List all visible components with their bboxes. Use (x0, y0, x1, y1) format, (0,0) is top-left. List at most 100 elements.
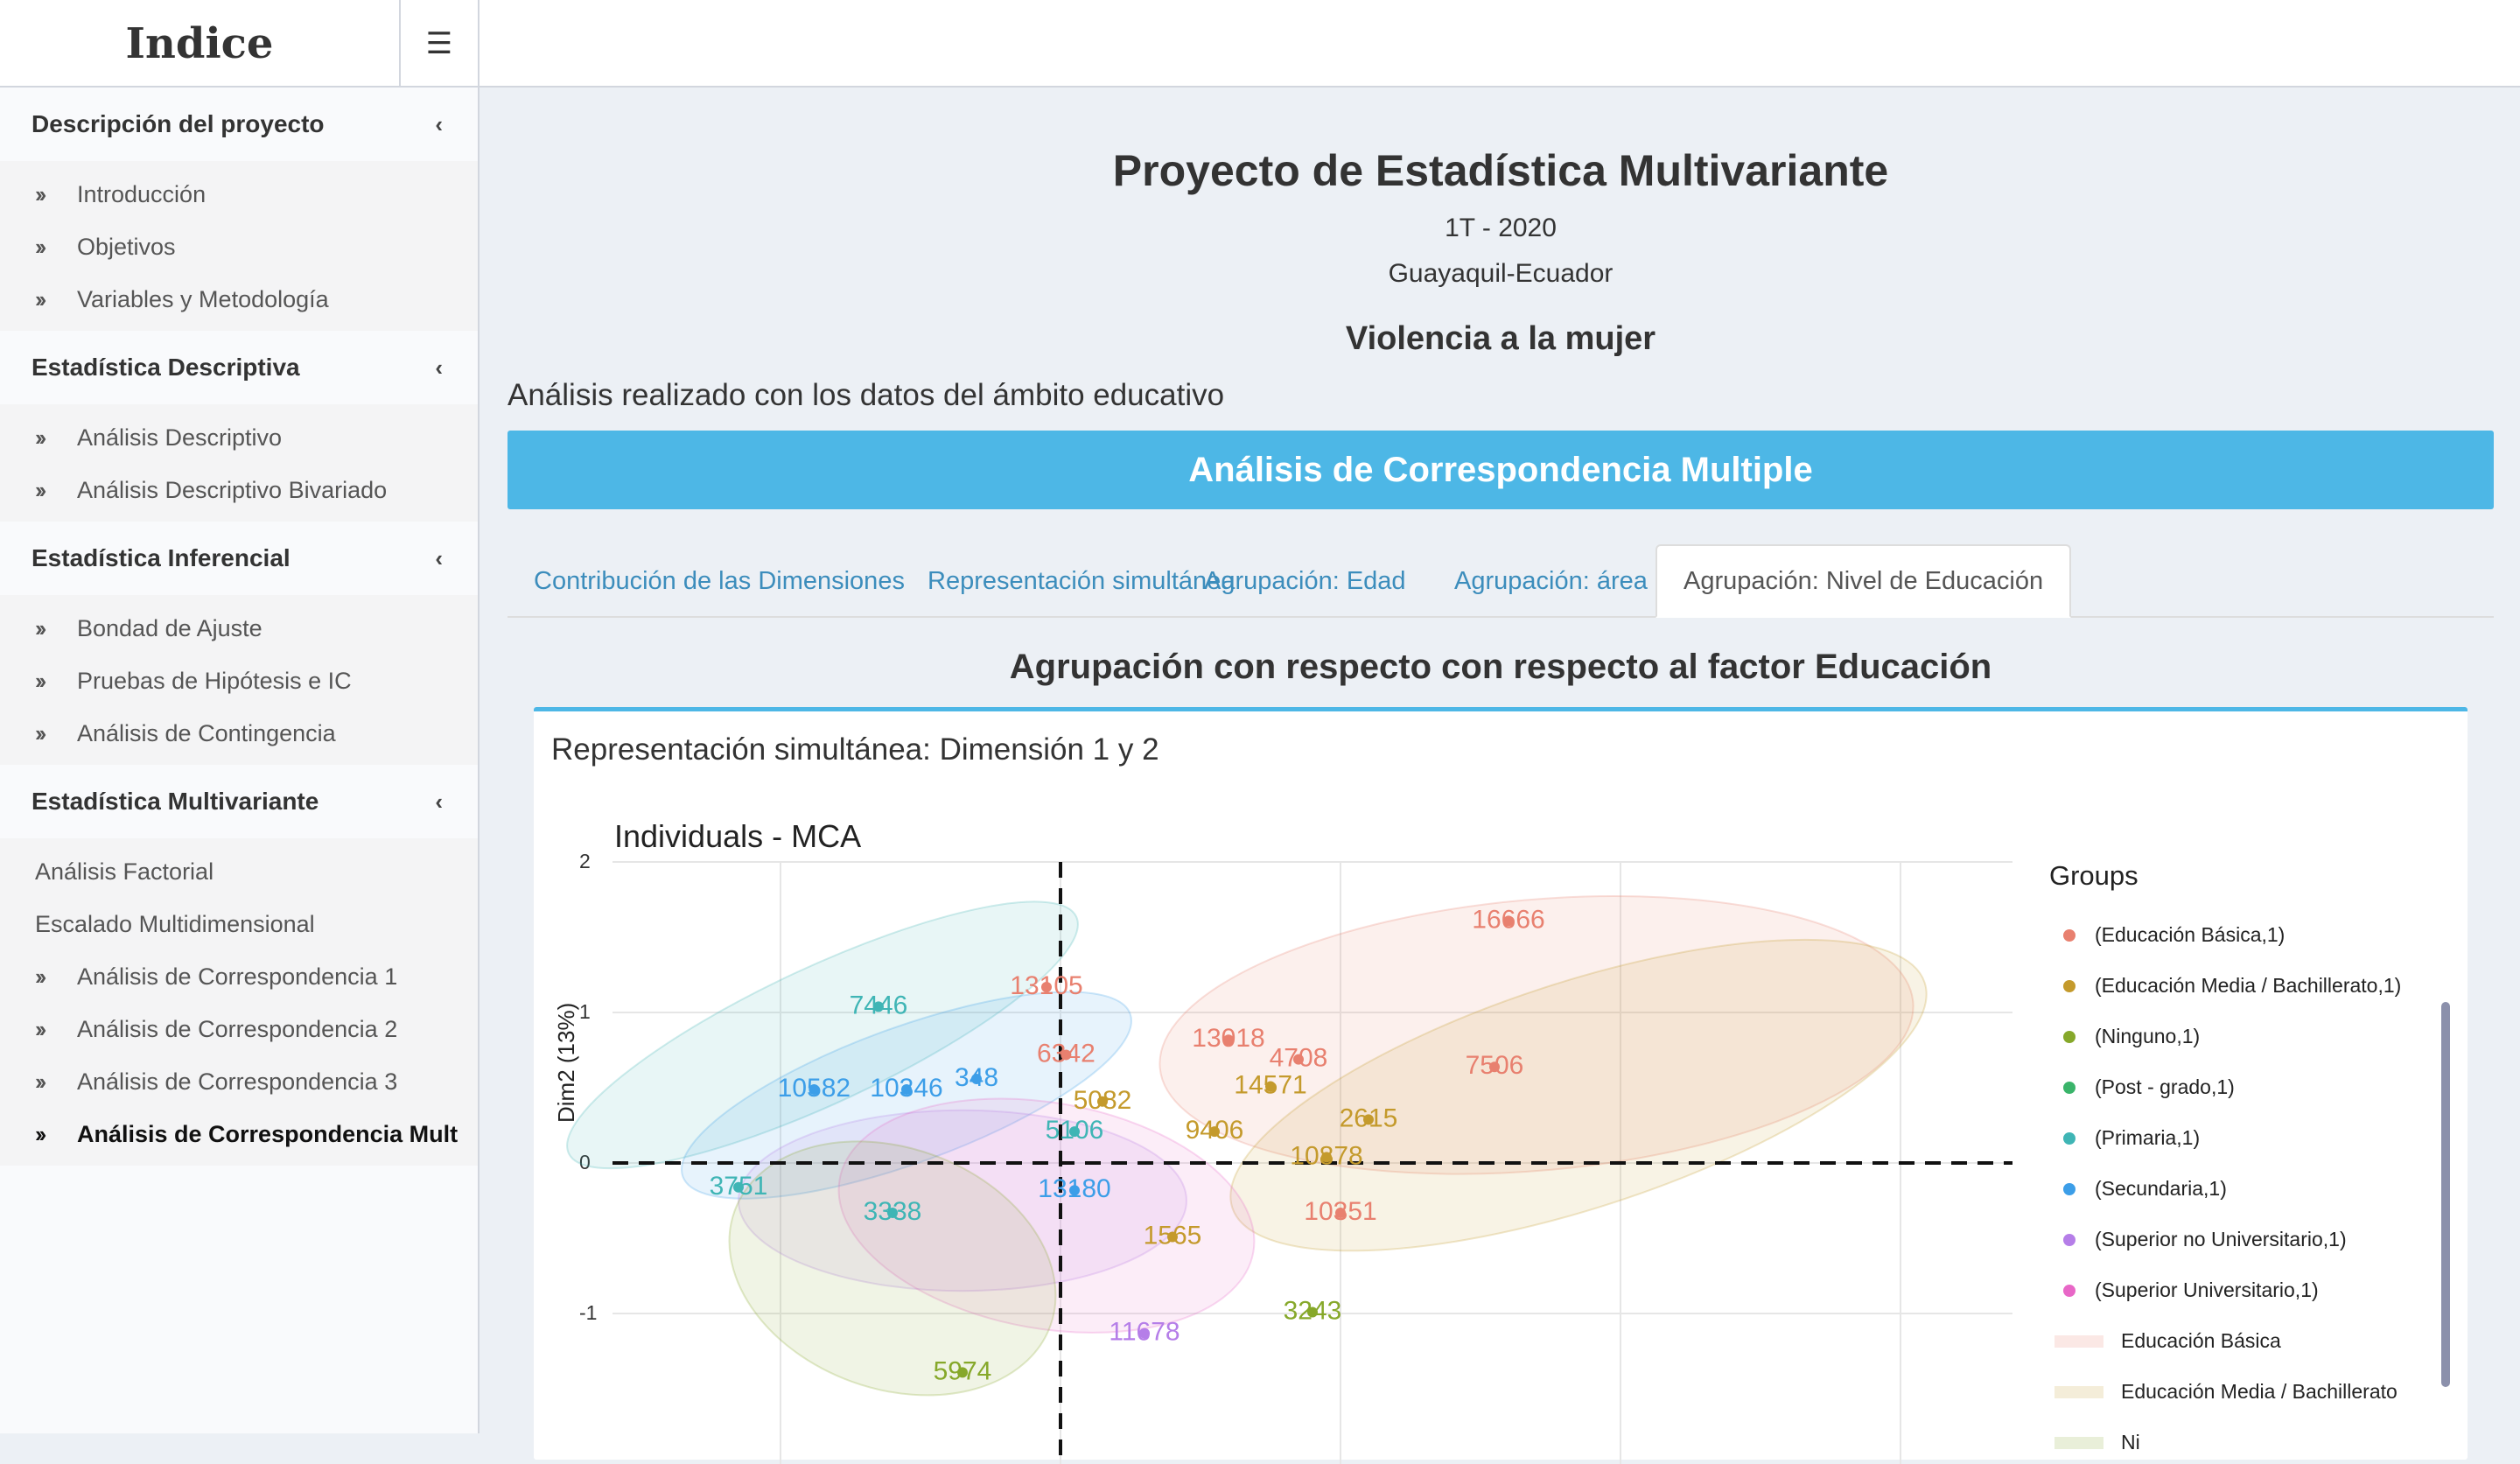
point-label: 16666 (1472, 905, 1544, 934)
sidebar-item-bivariado[interactable]: ›› Análisis Descriptivo Bivariado (0, 464, 478, 516)
box-title: Representación simultánea: Dimensión 1 y… (551, 732, 1159, 767)
sidebar-item-label: Análisis de Correspondencia 3 (77, 1068, 398, 1095)
legend-scrollbar[interactable] (2441, 1002, 2450, 1387)
chevron-left-icon: ‹ (435, 544, 443, 571)
sidebar-item-contingencia[interactable]: ›› Análisis de Contingencia (0, 707, 478, 760)
sidebar-item-introduccion[interactable]: ›› Introducción (0, 168, 478, 221)
sidebar-item-bondad[interactable]: ›› Bondad de Ajuste (0, 602, 478, 655)
legend-label: (Educación Media / Bachillerato,1) (2095, 974, 2402, 997)
confidence-ellipse (566, 900, 1079, 1170)
data-point (873, 1001, 884, 1012)
data-point (1223, 1034, 1234, 1046)
legend-band-icon (2054, 1334, 2104, 1348)
legend-label: (Superior Universitario,1) (2095, 1278, 2319, 1301)
sidebar-submenu: ›› Análisis Descriptivo ›› Análisis Descri… (0, 404, 478, 522)
sidebar-item-corr-mult[interactable]: ›› Análisis de Correspondencia Mult (0, 1108, 478, 1160)
legend-item[interactable]: Educación Media / Bachillerato (2054, 1380, 2398, 1404)
top-header: Indice ☰ (0, 0, 2520, 88)
data-point (1307, 1306, 1318, 1318)
sidebar-item-label: Análisis de Correspondencia 1 (77, 963, 398, 990)
sidebar-item-corr-1[interactable]: ›› Análisis de Correspondencia 1 (0, 950, 478, 1003)
point-label: 1565 (1144, 1222, 1202, 1250)
point-label: 13180 (1038, 1174, 1110, 1203)
point-label: 6342 (1037, 1039, 1096, 1068)
legend-band-icon (2054, 1436, 2104, 1449)
sidebar-item-corr-3[interactable]: ›› Análisis de Correspondencia 3 (0, 1055, 478, 1108)
sidebar-item-label: Análisis de Contingencia (77, 719, 336, 746)
legend-item[interactable]: Educación Básica (2054, 1329, 2281, 1353)
double-chevron-right-icon: ›› (35, 1068, 46, 1095)
point-label: 13018 (1192, 1024, 1264, 1053)
sidebar-section-label: Estadística Inferencial (32, 544, 290, 571)
legend-item[interactable]: (Educación Básica,1) (2063, 923, 2285, 947)
tab-bar: Contribución de las Dimensiones Represen… (508, 544, 2494, 618)
sidebar-item-label: Pruebas de Hipótesis e IC (77, 667, 352, 694)
confidence-ellipse (728, 1140, 1057, 1397)
legend-item[interactable]: (Primaria,1) (2063, 1126, 2200, 1150)
sidebar-item-label: Análisis Factorial (35, 858, 214, 885)
tab-nivel-educacion[interactable]: Agrupación: Nivel de Educación (1656, 544, 2072, 618)
sidebar-section-descripcion[interactable]: Descripción del proyecto ‹ (0, 88, 478, 161)
double-chevron-right-icon: ›› (35, 476, 46, 503)
legend-item[interactable]: (Superior Universitario,1) (2063, 1278, 2319, 1302)
hamburger-icon[interactable]: ☰ (401, 0, 480, 88)
legend-label: Ni (2121, 1431, 2140, 1453)
chart-box: Representación simultánea: Dimensión 1 y… (534, 707, 2468, 1464)
sidebar-section-label: Estadística Multivariante (32, 788, 319, 815)
data-point (1069, 1185, 1080, 1196)
legend-band-icon (2054, 1385, 2104, 1398)
sidebar-section-inferencial[interactable]: Estadística Inferencial ‹ (0, 522, 478, 595)
sidebar-item-label: Introducción (77, 180, 206, 207)
sidebar-section-multivariante[interactable]: Estadística Multivariante ‹ (0, 765, 478, 838)
y-tick-label: 0 (579, 1151, 591, 1173)
tab-area[interactable]: Agrupación: área (1454, 566, 1648, 595)
data-point (901, 1084, 912, 1095)
legend-dot-icon (2063, 1131, 2076, 1145)
tab-representacion[interactable]: Representación simultánea (928, 566, 1236, 595)
legend-item[interactable]: Ni (2054, 1431, 2140, 1454)
chevron-left-icon: ‹ (435, 788, 443, 815)
data-point (1041, 982, 1052, 993)
scatter-canvas: 16666 13105 13018 6342 14571 5082 9406 10351 156… (566, 861, 2012, 1464)
double-chevron-right-icon: ›› (35, 719, 46, 746)
legend-item[interactable]: (Superior no Universitario,1) (2063, 1228, 2347, 1251)
data-point (1097, 1096, 1108, 1107)
legend-item[interactable]: (Post - grado,1) (2063, 1075, 2235, 1099)
brand-title: Indice (0, 0, 401, 88)
legend-item[interactable]: (Secundaria,1) (2063, 1177, 2227, 1201)
data-point (1069, 1126, 1080, 1138)
point-label: 3751 (710, 1172, 768, 1201)
point-label: 7446 (850, 991, 908, 1019)
sidebar-item-escalado[interactable]: Escalado Multidimensional (0, 898, 478, 950)
confidence-ellipse (738, 1109, 1187, 1292)
confidence-ellipse (681, 991, 1132, 1200)
legend-dot-icon (2063, 1284, 2076, 1297)
data-point (1363, 1114, 1374, 1125)
data-point (1489, 1061, 1500, 1073)
y-tick-label: 1 (579, 1000, 591, 1023)
point-label: 9406 (1186, 1116, 1244, 1145)
legend-label: Educación Básica (2121, 1329, 2281, 1352)
sidebar-item-pruebas[interactable]: ›› Pruebas de Hipótesis e IC (0, 655, 478, 707)
data-point (808, 1084, 820, 1095)
sidebar-item-factorial[interactable]: Análisis Factorial (0, 845, 478, 898)
point-label: 3243 (1284, 1297, 1342, 1326)
data-point (1060, 1049, 1072, 1061)
tab-edad[interactable]: Agrupación: Edad (1204, 566, 1406, 595)
sidebar-item-corr-2[interactable]: ›› Análisis de Correspondencia 2 (0, 1003, 478, 1055)
tab-contribucion[interactable]: Contribución de las Dimensiones (534, 566, 905, 595)
point-label: 5106 (1046, 1116, 1104, 1145)
point-label: 2615 (1340, 1103, 1398, 1132)
legend-item[interactable]: (Educación Media / Bachillerato,1) (2063, 974, 2401, 998)
page-place: Guayaquil-Ecuador (1388, 259, 1614, 288)
point-label: 10351 (1304, 1197, 1376, 1226)
legend-item[interactable]: (Ninguno,1) (2063, 1025, 2200, 1048)
sidebar-item-variables[interactable]: ›› Variables y Metodología (0, 273, 478, 326)
double-chevron-right-icon: ›› (35, 285, 46, 312)
sidebar-section-descriptiva[interactable]: Estadística Descriptiva ‹ (0, 331, 478, 404)
point-label: 7506 (1466, 1051, 1524, 1080)
double-chevron-right-icon: ›› (35, 1120, 46, 1147)
legend-dot-icon (2063, 1030, 2076, 1043)
sidebar-item-objetivos[interactable]: ›› Objetivos (0, 221, 478, 273)
sidebar-item-analisis-descriptivo[interactable]: ›› Análisis Descriptivo (0, 411, 478, 464)
